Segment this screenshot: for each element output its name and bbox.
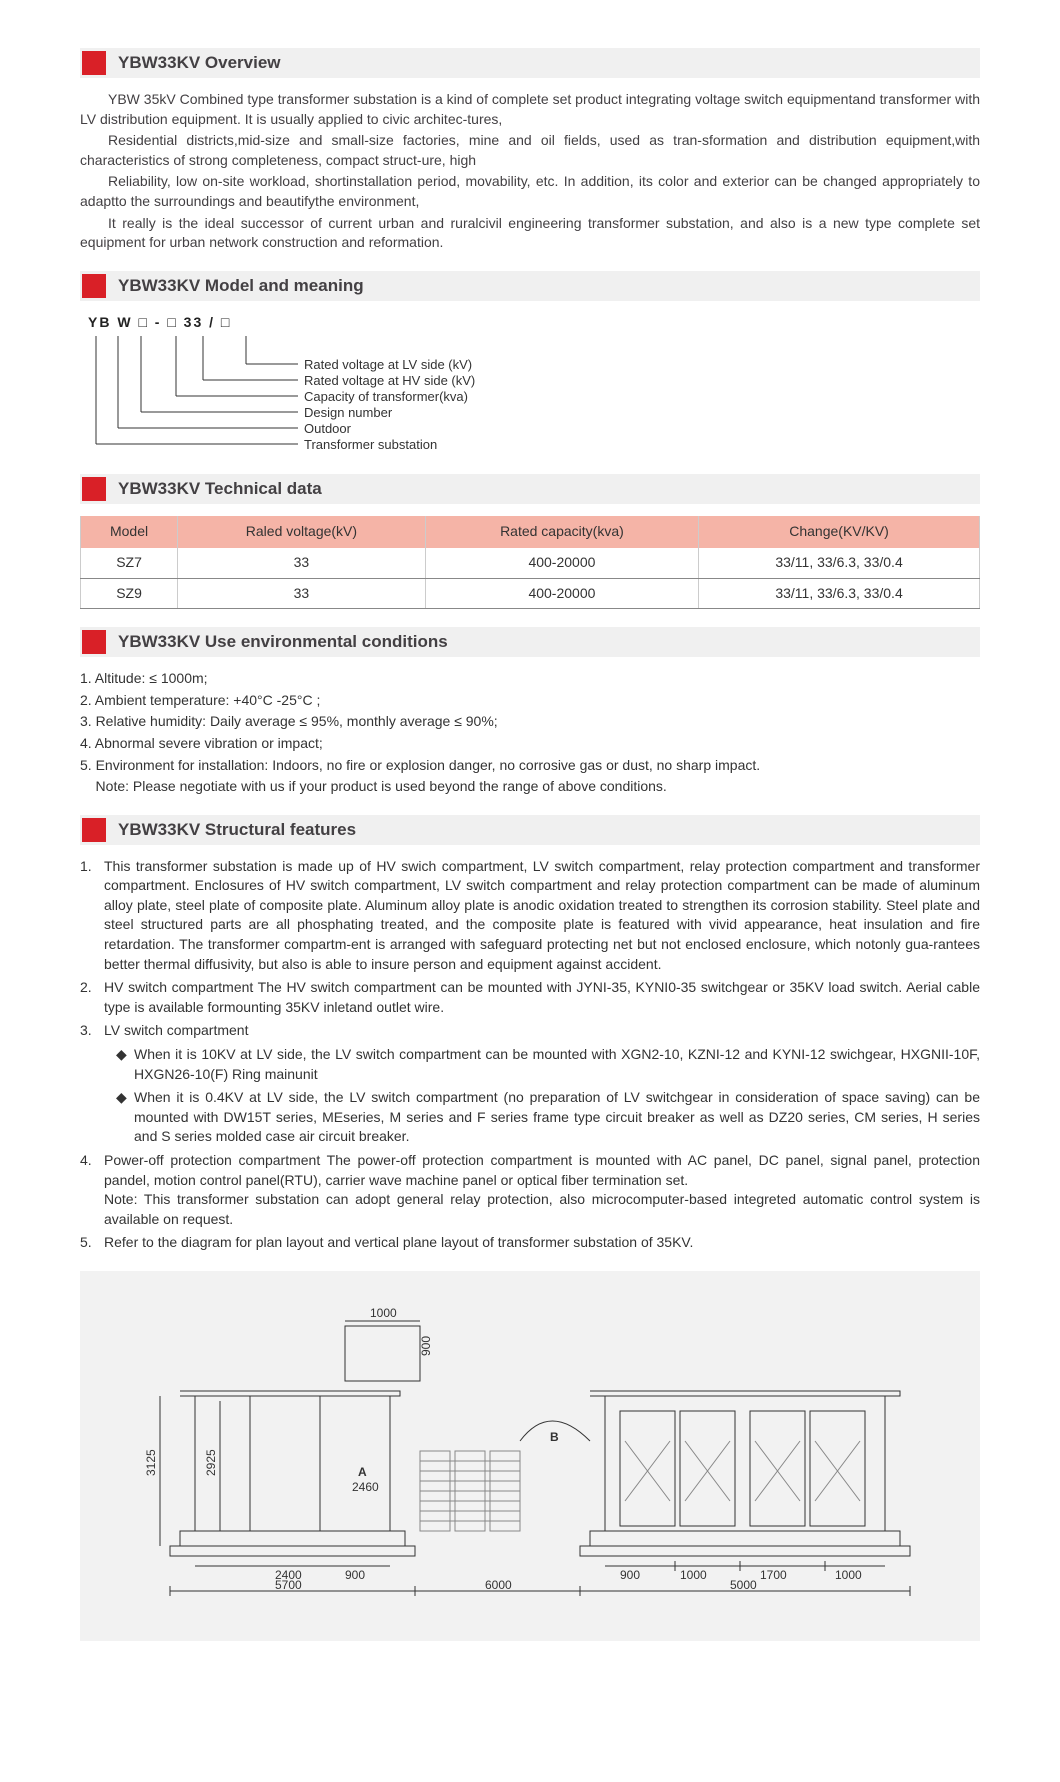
env-item: 1. Altitude: ≤ 1000m; — [80, 669, 980, 689]
layout-diagram: 1000 900 A 2460 3125 2925 — [80, 1271, 980, 1641]
dim-3125: 3125 — [144, 1449, 158, 1476]
model-title: YBW33KV Model and meaning — [118, 274, 364, 298]
dim-5700: 5700 — [275, 1578, 302, 1592]
technical-table: Model Raled voltage(kV) Rated capacity(k… — [80, 516, 980, 609]
col-model: Model — [81, 516, 178, 548]
dim-900a: 900 — [345, 1568, 365, 1582]
dim-r900: 900 — [620, 1568, 640, 1582]
feat-item: 3.LV switch compartment — [80, 1021, 980, 1041]
model-bracket-diagram: Rated voltage at LV side (kV) Rated volt… — [88, 336, 980, 456]
bullet-text: When it is 10KV at LV side, the LV switc… — [134, 1045, 980, 1084]
cell: 400-20000 — [425, 548, 698, 578]
overview-p1: YBW 35kV Combined type transformer subst… — [80, 90, 980, 129]
section-header-model: YBW33KV Model and meaning — [80, 271, 980, 301]
red-square-icon — [82, 51, 106, 75]
env-title: YBW33KV Use environmental conditions — [118, 630, 448, 654]
table-header-row: Model Raled voltage(kV) Rated capacity(k… — [81, 516, 980, 548]
label-b: B — [550, 1430, 559, 1444]
col-capacity: Rated capacity(kva) — [425, 516, 698, 548]
dim-r1000b: 1000 — [835, 1568, 862, 1582]
env-item: 4. Abnormal severe vibration or impact; — [80, 734, 980, 754]
structural-title: YBW33KV Structural features — [118, 818, 356, 842]
section-header-overview: YBW33KV Overview — [80, 48, 980, 78]
dim-top-w: 1000 — [370, 1306, 397, 1320]
feat-num: 4. — [80, 1151, 104, 1229]
feat-text: This transformer substation is made up o… — [104, 857, 980, 975]
feat-item: 1.This transformer substation is made up… — [80, 857, 980, 975]
red-square-icon — [82, 274, 106, 298]
table-row: SZ7 33 400-20000 33/11, 33/6.3, 33/0.4 — [81, 548, 980, 578]
section-header-technical: YBW33KV Technical data — [80, 474, 980, 504]
red-square-icon — [82, 818, 106, 842]
dim-2925: 2925 — [204, 1449, 218, 1476]
bullet-item: ◆When it is 0.4KV at LV side, the LV swi… — [116, 1088, 980, 1147]
feat-num: 2. — [80, 978, 104, 1017]
model-code: YB W □ - □ 33 / □ — [88, 313, 980, 333]
cell: 33 — [178, 548, 426, 578]
dim-top-h: 900 — [419, 1336, 433, 1356]
red-square-icon — [82, 630, 106, 654]
col-change: Change(KV/KV) — [699, 516, 980, 548]
diamond-icon: ◆ — [116, 1088, 134, 1147]
feat-text: LV switch compartment — [104, 1021, 980, 1041]
feat-item: 4.Power-off protection compartment The p… — [80, 1151, 980, 1229]
section-header-structural: YBW33KV Structural features — [80, 815, 980, 845]
feat-num: 3. — [80, 1021, 104, 1041]
env-note: Note: Please negotiate with us if your p… — [80, 777, 980, 797]
structural-list: 1.This transformer substation is made up… — [80, 857, 980, 1253]
overview-title: YBW33KV Overview — [118, 51, 281, 75]
section-header-env: YBW33KV Use environmental conditions — [80, 627, 980, 657]
col-voltage: Raled voltage(kV) — [178, 516, 426, 548]
env-item: 5. Environment for installation: Indoors… — [80, 756, 980, 776]
overview-p4: It really is the ideal successor of curr… — [80, 214, 980, 253]
overview-p3: Reliability, low on-site workload, short… — [80, 172, 980, 211]
diagram-svg: 1000 900 A 2460 3125 2925 — [120, 1301, 940, 1601]
dim-5000: 5000 — [730, 1578, 757, 1592]
feat-text: Power-off protection compartment The pow… — [104, 1151, 980, 1229]
feat-item: 2.HV switch compartment The HV switch co… — [80, 978, 980, 1017]
cell: 33 — [178, 578, 426, 609]
feat-item: 5.Refer to the diagram for plan layout a… — [80, 1233, 980, 1253]
technical-title: YBW33KV Technical data — [118, 477, 322, 501]
cell: 33/11, 33/6.3, 33/0.4 — [699, 578, 980, 609]
label-a: A — [358, 1465, 367, 1479]
model-label-sub: Transformer substation — [304, 436, 437, 454]
feat-num: 5. — [80, 1233, 104, 1253]
cell: SZ7 — [81, 548, 178, 578]
red-square-icon — [82, 477, 106, 501]
env-item: 2. Ambient temperature: +40°C -25°C ; — [80, 691, 980, 711]
dim-r1000a: 1000 — [680, 1568, 707, 1582]
dim-r1700: 1700 — [760, 1568, 787, 1582]
dim-a-w: 2460 — [352, 1480, 379, 1494]
cell: 33/11, 33/6.3, 33/0.4 — [699, 548, 980, 578]
dim-6000: 6000 — [485, 1578, 512, 1592]
diamond-icon: ◆ — [116, 1045, 134, 1084]
cell: SZ9 — [81, 578, 178, 609]
feat-text: HV switch compartment The HV switch comp… — [104, 978, 980, 1017]
feat-num: 1. — [80, 857, 104, 975]
bullet-item: ◆When it is 10KV at LV side, the LV swit… — [116, 1045, 980, 1084]
table-row: SZ9 33 400-20000 33/11, 33/6.3, 33/0.4 — [81, 578, 980, 609]
bullet-text: When it is 0.4KV at LV side, the LV swit… — [134, 1088, 980, 1147]
overview-p2: Residential districts,mid-size and small… — [80, 131, 980, 170]
env-item: 3. Relative humidity: Daily average ≤ 95… — [80, 712, 980, 732]
cell: 400-20000 — [425, 578, 698, 609]
feat-text: Refer to the diagram for plan layout and… — [104, 1233, 980, 1253]
env-list: 1. Altitude: ≤ 1000m; 2. Ambient tempera… — [80, 669, 980, 797]
